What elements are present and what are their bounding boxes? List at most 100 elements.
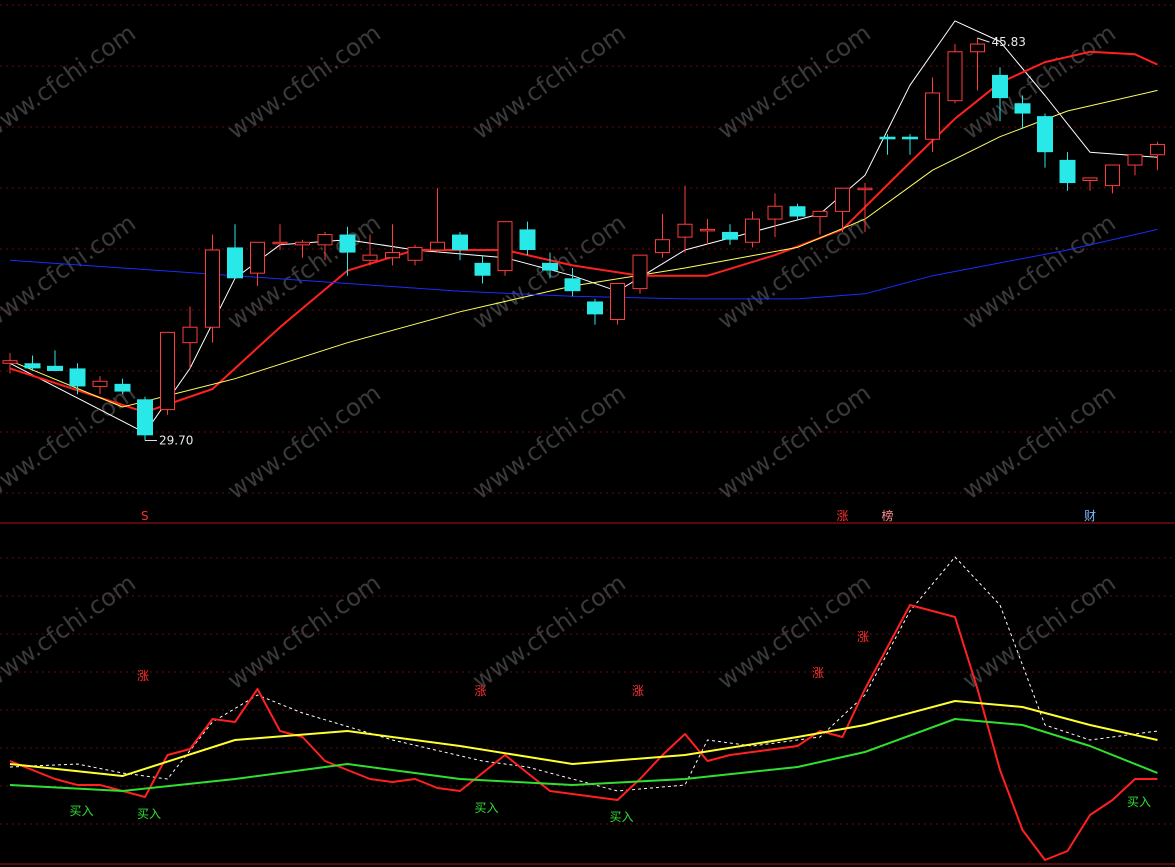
candle-body-up <box>362 254 378 261</box>
candle-body-up <box>970 43 985 53</box>
candle-body-down <box>137 399 153 436</box>
candle-body-down <box>227 247 243 279</box>
signal-label: 买入 <box>1127 795 1151 809</box>
candle-body-up <box>677 223 693 238</box>
high-price-label: 45.83 <box>992 35 1026 49</box>
candle-body-up <box>295 241 310 246</box>
candle-body-down <box>24 363 41 369</box>
candle-body-up <box>610 282 625 320</box>
low-marker-label: S <box>141 509 149 523</box>
candle-body-up <box>947 51 963 102</box>
price-moving-averages <box>9 20 1158 434</box>
signal-label: 买入 <box>610 810 634 824</box>
watermark-text: www.cfchi.com <box>712 209 875 335</box>
candle-body-up <box>632 254 648 290</box>
signal-label: 涨 <box>812 665 824 680</box>
candle-body-up <box>655 239 670 254</box>
watermark-text: www.cfchi.com <box>222 209 385 335</box>
high-price-pointer <box>977 37 990 43</box>
watermark-text: www.cfchi.com <box>0 379 141 505</box>
candle-body-up <box>160 331 175 411</box>
candle-body-down <box>69 368 86 387</box>
watermark-text: www.cfchi.com <box>222 19 385 145</box>
moving-average-line-3 <box>9 89 1158 408</box>
watermark-text: www.cfchi.com <box>222 379 385 505</box>
indicator-line-3 <box>9 700 1158 777</box>
candle-body-down <box>47 365 63 371</box>
watermark-text: www.cfchi.com <box>0 569 141 695</box>
watermark-text: www.cfchi.com <box>712 569 875 695</box>
candle-body-up <box>835 187 850 212</box>
candle-body-up <box>92 380 108 387</box>
signal-label: 买入 <box>70 804 94 818</box>
price-tag-label: 涨 <box>837 508 849 523</box>
watermark-text: www.cfchi.com <box>712 379 875 505</box>
candle-body-up <box>1082 177 1098 181</box>
candle-body-up <box>1150 143 1165 156</box>
candle-body-down <box>587 301 603 315</box>
candle-body-up <box>272 241 288 245</box>
candle-body-down <box>1037 116 1053 153</box>
price-tag-label: 财 <box>1084 509 1096 523</box>
candle-body-up <box>857 187 873 191</box>
signal-label: 涨 <box>475 683 487 698</box>
candle-body-down <box>902 136 918 140</box>
watermark-text: www.cfchi.com <box>957 209 1120 335</box>
watermark-text: www.cfchi.com <box>467 569 630 695</box>
price-tag-label: 榜 <box>882 508 894 523</box>
candle-body-down <box>114 383 131 392</box>
signal-label: 涨 <box>857 629 869 644</box>
candle-body-up <box>745 218 760 243</box>
candle-body-up <box>1127 154 1143 166</box>
watermark-text: www.cfchi.com <box>222 569 385 695</box>
price-labels: 45.83 29.70 S 涨 榜 财 <box>141 35 1096 523</box>
candle-body-down <box>879 136 896 140</box>
candle-body-up <box>812 210 828 218</box>
candle-body-down <box>1059 159 1076 184</box>
candle-body-down <box>722 231 738 240</box>
candle-body-down <box>339 234 356 253</box>
candle-body-up <box>925 92 940 140</box>
candle-body-up <box>1105 164 1120 187</box>
candle-body-up <box>430 241 445 251</box>
candle-body-up <box>700 228 715 232</box>
indicator-line-1 <box>9 556 1158 792</box>
candle-body-up <box>2 360 18 364</box>
low-price-label: 29.70 <box>159 433 193 447</box>
watermark-text: www.cfchi.com <box>957 569 1120 695</box>
watermark-text: www.cfchi.com <box>0 209 141 335</box>
candle-body-down <box>474 262 491 276</box>
candle-body-up <box>250 241 265 274</box>
candle-body-down <box>564 278 581 292</box>
candle-body-up <box>497 221 513 272</box>
moving-average-line-2 <box>9 50 1158 414</box>
grid <box>0 4 1175 865</box>
watermark-text: www.cfchi.com <box>467 209 630 335</box>
indicator-lines <box>9 556 1158 861</box>
candle-body-down <box>1014 103 1031 114</box>
candle-body-down <box>992 74 1008 99</box>
watermark-text: www.cfchi.com <box>467 19 630 145</box>
indicator-line-2 <box>9 604 1158 861</box>
candle-body-up <box>407 246 423 261</box>
candles <box>2 38 1165 441</box>
signal-label: 买入 <box>475 801 499 815</box>
candle-body-up <box>182 326 198 344</box>
watermark-text: www.cfchi.com <box>957 379 1120 505</box>
signal-label: 涨 <box>137 668 149 683</box>
candle-body-up <box>205 249 220 328</box>
watermark-text: www.cfchi.com <box>712 19 875 145</box>
candle-body-down <box>542 262 558 271</box>
candle-body-down <box>452 234 468 250</box>
watermark-text: www.cfchi.com <box>0 19 141 145</box>
indicator-line-4 <box>9 718 1158 792</box>
candle-body-down <box>789 206 806 217</box>
candle-body-up <box>317 234 333 246</box>
candle-body-up <box>385 252 400 259</box>
candle-body-down <box>519 229 536 250</box>
signal-label: 买入 <box>137 807 161 821</box>
watermark-text: www.cfchi.com <box>467 379 630 505</box>
